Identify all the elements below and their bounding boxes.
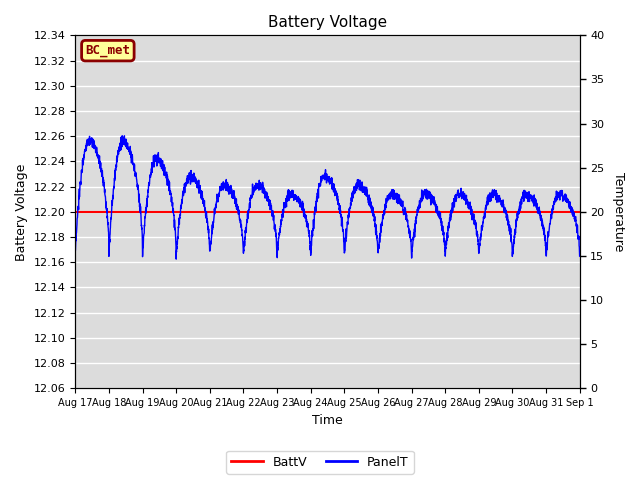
Y-axis label: Temperature: Temperature — [612, 172, 625, 252]
X-axis label: Time: Time — [312, 414, 343, 427]
Y-axis label: Battery Voltage: Battery Voltage — [15, 163, 28, 261]
Title: Battery Voltage: Battery Voltage — [268, 15, 387, 30]
Legend: BattV, PanelT: BattV, PanelT — [227, 451, 413, 474]
Text: BC_met: BC_met — [85, 44, 131, 57]
